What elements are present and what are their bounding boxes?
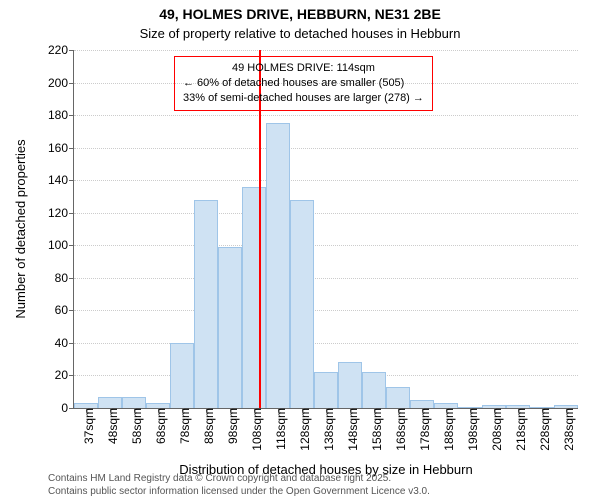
xtick-label: 178sqm <box>412 408 432 451</box>
gridline-h <box>74 310 578 311</box>
ytick-label: 100 <box>48 238 74 252</box>
ytick-label: 200 <box>48 76 74 90</box>
y-axis-label: Number of detached properties <box>13 139 28 318</box>
ytick-label: 80 <box>55 271 74 285</box>
xtick-label: 98sqm <box>220 408 240 444</box>
chart-title-line2: Size of property relative to detached ho… <box>0 26 600 41</box>
ytick-label: 60 <box>55 303 74 317</box>
gridline-h <box>74 343 578 344</box>
xtick-label: 158sqm <box>364 408 384 451</box>
histogram-bar <box>410 400 434 408</box>
xtick-label: 68sqm <box>148 408 168 444</box>
histogram-bar <box>338 362 362 408</box>
xtick-label: 188sqm <box>436 408 456 451</box>
xtick-label: 78sqm <box>172 408 192 444</box>
copyright-footer: Contains HM Land Registry data © Crown c… <box>0 472 600 498</box>
xtick-label: 228sqm <box>532 408 552 451</box>
xtick-label: 118sqm <box>268 408 288 450</box>
footer-line-2: Contains public sector information licen… <box>48 485 600 498</box>
xtick-label: 128sqm <box>292 408 312 451</box>
ytick-label: 120 <box>48 206 74 220</box>
annotation-line: ← 60% of detached houses are smaller (50… <box>183 76 424 91</box>
ytick-label: 180 <box>48 108 74 122</box>
histogram-bar <box>122 397 146 408</box>
xtick-label: 198sqm <box>460 408 480 451</box>
gridline-h <box>74 180 578 181</box>
xtick-label: 88sqm <box>196 408 216 444</box>
chart-title-line1: 49, HOLMES DRIVE, HEBBURN, NE31 2BE <box>0 6 600 22</box>
ytick-label: 20 <box>55 368 74 382</box>
xtick-label: 148sqm <box>340 408 360 451</box>
histogram-bar <box>242 187 266 408</box>
histogram-bar <box>362 372 386 408</box>
gridline-h <box>74 50 578 51</box>
footer-line-1: Contains HM Land Registry data © Crown c… <box>48 472 600 485</box>
histogram-bar <box>98 397 122 408</box>
histogram-bar <box>314 372 338 408</box>
xtick-label: 48sqm <box>100 408 120 444</box>
histogram-bar <box>290 200 314 408</box>
ytick-label: 0 <box>61 401 74 415</box>
ytick-label: 220 <box>48 43 74 57</box>
gridline-h <box>74 278 578 279</box>
ytick-label: 160 <box>48 141 74 155</box>
xtick-label: 168sqm <box>388 408 408 451</box>
gridline-h <box>74 213 578 214</box>
annotation-line: 33% of semi-detached houses are larger (… <box>183 91 424 106</box>
gridline-h <box>74 245 578 246</box>
histogram-bar <box>266 123 290 408</box>
xtick-label: 108sqm <box>244 408 264 451</box>
xtick-label: 58sqm <box>124 408 144 444</box>
histogram-plot-area: 02040608010012014016018020022037sqm48sqm… <box>73 50 578 409</box>
gridline-h <box>74 148 578 149</box>
annotation-line: 49 HOLMES DRIVE: 114sqm <box>183 61 424 76</box>
histogram-bar <box>386 387 410 408</box>
xtick-label: 218sqm <box>508 408 528 451</box>
ytick-label: 40 <box>55 336 74 350</box>
histogram-bar <box>218 247 242 408</box>
xtick-label: 238sqm <box>556 408 576 451</box>
xtick-label: 138sqm <box>316 408 336 451</box>
xtick-label: 37sqm <box>76 408 96 444</box>
gridline-h <box>74 115 578 116</box>
ytick-label: 140 <box>48 173 74 187</box>
xtick-label: 208sqm <box>484 408 504 451</box>
histogram-bar <box>170 343 194 408</box>
histogram-bar <box>194 200 218 408</box>
annotation-box: 49 HOLMES DRIVE: 114sqm← 60% of detached… <box>174 56 433 111</box>
